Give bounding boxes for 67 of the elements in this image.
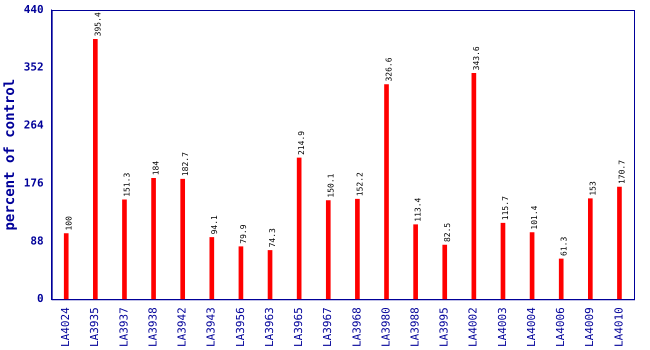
x-tick-label: LA4010 (612, 307, 626, 348)
bar (180, 178, 186, 300)
x-tick-label: LA3963 (262, 307, 276, 348)
data-label: 214.9 (297, 130, 306, 155)
x-tick-label: LA3995 (438, 307, 451, 348)
bar (122, 199, 127, 300)
x-tick-label: LA4024 (59, 306, 72, 348)
bar (472, 73, 476, 300)
bar (530, 232, 534, 300)
bar (558, 258, 564, 300)
data-label: 395.4 (93, 12, 102, 36)
bar (296, 158, 302, 300)
x-tick-label: LA3968 (350, 307, 364, 348)
bar (209, 237, 214, 300)
data-label: 326.6 (384, 57, 394, 82)
x-tick-label: LA3938 (146, 307, 160, 348)
bar (413, 224, 418, 300)
x-tick-label: LA4006 (554, 307, 568, 348)
y-tick-label: 0 (37, 292, 44, 306)
x-tick-label: LA3937 (117, 307, 130, 348)
x-tick-label: LA4002 (466, 307, 480, 348)
data-label: 101.4 (530, 205, 540, 230)
bar (588, 198, 593, 300)
bar (326, 200, 331, 300)
data-label: 151.3 (122, 172, 132, 197)
x-tick-label: LA4004 (524, 306, 538, 348)
data-label: 61.3 (559, 236, 568, 256)
data-label: 94.1 (210, 214, 219, 234)
data-label: 182.7 (180, 152, 190, 176)
x-tick-label: LA3988 (408, 307, 422, 348)
data-label: 82.5 (442, 222, 452, 242)
bar (355, 198, 360, 300)
bar (151, 178, 156, 300)
y-tick-label: 88 (30, 234, 44, 248)
data-label: 343.6 (472, 46, 481, 70)
x-tick-label: LA3942 (176, 307, 189, 348)
data-label: 100 (64, 216, 74, 231)
y-tick-label: 264 (24, 118, 44, 132)
data-label: 115.7 (501, 196, 510, 220)
data-label: 79.9 (239, 224, 248, 244)
x-tick-label: LA3980 (379, 307, 392, 348)
data-label: 152.2 (355, 172, 364, 196)
y-tick-label: 352 (24, 60, 44, 74)
data-label: 153 (588, 181, 598, 196)
data-label: 184 (152, 160, 161, 176)
x-tick-label: LA3935 (88, 307, 102, 348)
bar (93, 38, 98, 300)
data-label: 113.4 (414, 197, 423, 222)
bar (238, 246, 244, 300)
x-tick-label: LA3956 (234, 307, 247, 348)
y-axis-title: percent of control (2, 78, 18, 230)
x-tick-label: LA3967 (321, 307, 334, 348)
data-label: 74.3 (268, 228, 278, 248)
x-tick-label: LA3943 (204, 307, 218, 348)
x-tick-label: LA4003 (496, 307, 509, 348)
y-tick-label: 176 (24, 176, 44, 190)
bar (442, 244, 448, 300)
bar (64, 233, 69, 300)
bar (617, 186, 622, 300)
data-label: 170.7 (618, 160, 627, 184)
x-tick-label: LA4009 (583, 307, 596, 348)
y-tick-label: 440 (24, 2, 44, 16)
bar (500, 222, 506, 300)
bar (268, 250, 272, 300)
x-tick-label: LA3965 (292, 307, 306, 348)
bar (384, 84, 389, 300)
data-label: 150.1 (326, 173, 336, 198)
